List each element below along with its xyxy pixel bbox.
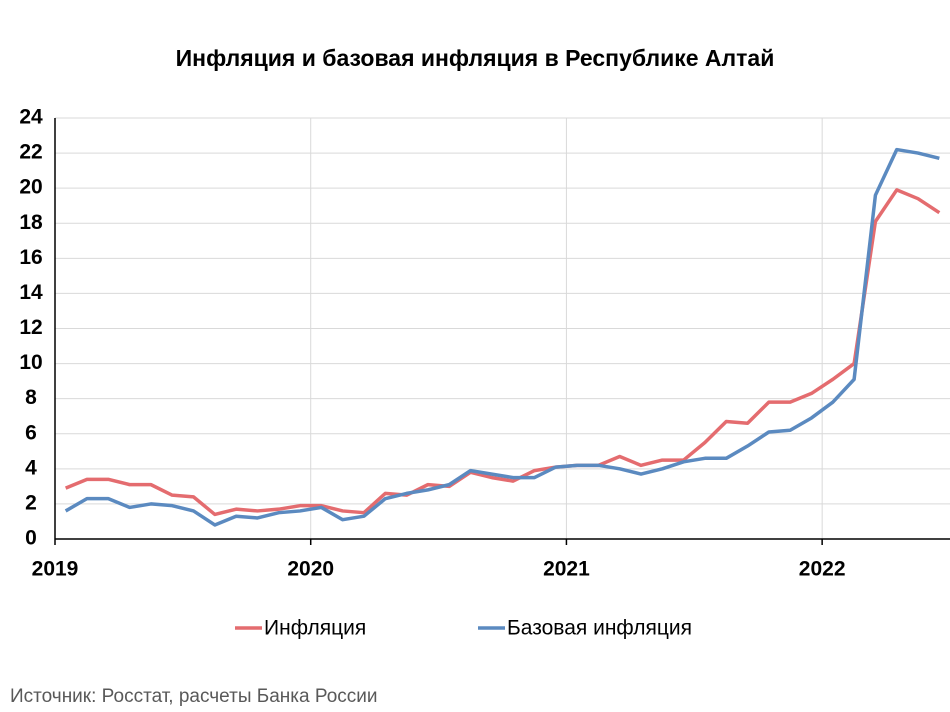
- y-tick-label: 2: [25, 491, 37, 514]
- legend-label: Базовая инфляция: [507, 617, 692, 640]
- y-tick-label: 8: [25, 386, 37, 409]
- x-tick-label: 2021: [543, 558, 590, 581]
- y-tick-label: 0: [25, 527, 37, 550]
- x-tick-label: 2019: [32, 558, 79, 581]
- y-tick-label: 20: [19, 176, 42, 199]
- y-tick-label: 6: [25, 421, 37, 444]
- series-line: [64, 188, 941, 517]
- series-line: [64, 147, 940, 527]
- y-tick-label: 12: [19, 316, 42, 339]
- legend-label: Инфляция: [264, 617, 366, 640]
- y-tick-label: 16: [19, 246, 42, 269]
- y-tick-label: 4: [25, 456, 37, 479]
- source-note: Источник: Росстат, расчеты Банка России: [10, 686, 378, 707]
- y-tick-label: 10: [19, 351, 42, 374]
- y-tick-label: 24: [19, 106, 43, 129]
- chart-title: Инфляция и базовая инфляция в Республике…: [176, 45, 775, 71]
- x-tick-label: 2022: [799, 558, 846, 581]
- y-tick-label: 22: [19, 141, 42, 164]
- x-tick-label: 2020: [287, 558, 334, 581]
- y-tick-label: 18: [19, 211, 43, 234]
- y-tick-label: 14: [19, 281, 43, 304]
